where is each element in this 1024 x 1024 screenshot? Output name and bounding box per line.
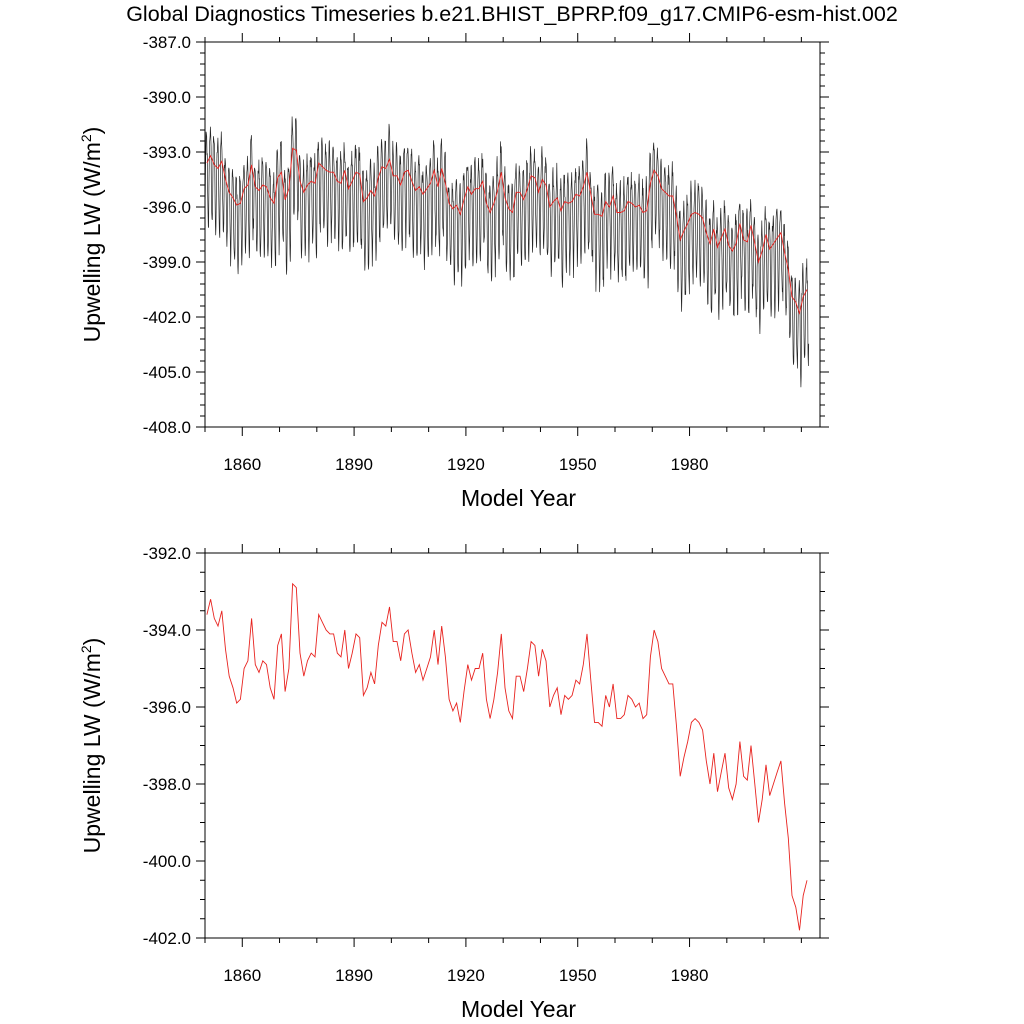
annual-mean-series-line [206, 147, 808, 315]
top-panel: 1860 1890 1920 1950 1980 -408.0 -405.0 -402.0 -3… [78, 33, 829, 511]
y-tick-label: -393.0 [143, 143, 191, 162]
x-tick-label: 1980 [671, 455, 709, 474]
x-tick-label: 1980 [671, 966, 709, 985]
plot-area [206, 582, 808, 931]
x-tick-label: 1890 [335, 455, 373, 474]
y-tick-label: -396.0 [143, 698, 191, 717]
monthly-series-line [205, 116, 810, 388]
y-tick-label: -402.0 [143, 308, 191, 327]
annual-mean-series-line [206, 582, 808, 931]
y-tick-label: -387.0 [143, 33, 191, 52]
y-tick-label: -392.0 [143, 544, 191, 563]
y-tick-label: -390.0 [143, 88, 191, 107]
y-tick-label: -399.0 [143, 253, 191, 272]
y-tick-label: -396.0 [143, 198, 191, 217]
plot-area [205, 116, 810, 388]
plot-frame [204, 41, 821, 428]
bottom-panel: 1860 1890 1920 1950 1980 -402.0 -400.0 -398.0 -3… [78, 544, 829, 1022]
x-axis-label: Model Year [461, 996, 576, 1022]
y-axis-label: Upwelling LW (W/m2) [78, 638, 105, 854]
y-tick-label: -394.0 [143, 621, 191, 640]
y-tick-label: -398.0 [143, 775, 191, 794]
y-tick-label: -402.0 [143, 929, 191, 948]
x-tick-label: 1950 [559, 966, 597, 985]
x-tick-label: 1920 [447, 455, 485, 474]
y-axis-label: Upwelling LW (W/m2) [78, 127, 105, 343]
x-tick-label: 1950 [559, 455, 597, 474]
x-tick-label: 1920 [447, 966, 485, 985]
x-tick-label: 1860 [223, 455, 261, 474]
x-tick-label: 1860 [223, 966, 261, 985]
y-tick-label: -405.0 [143, 363, 191, 382]
y-tick-label: -408.0 [143, 418, 191, 437]
x-axis-label: Model Year [461, 485, 576, 511]
x-tick-label: 1890 [335, 966, 373, 985]
page-title: Global Diagnostics Timeseries b.e21.BHIS… [126, 2, 898, 26]
y-tick-label: -400.0 [143, 852, 191, 871]
